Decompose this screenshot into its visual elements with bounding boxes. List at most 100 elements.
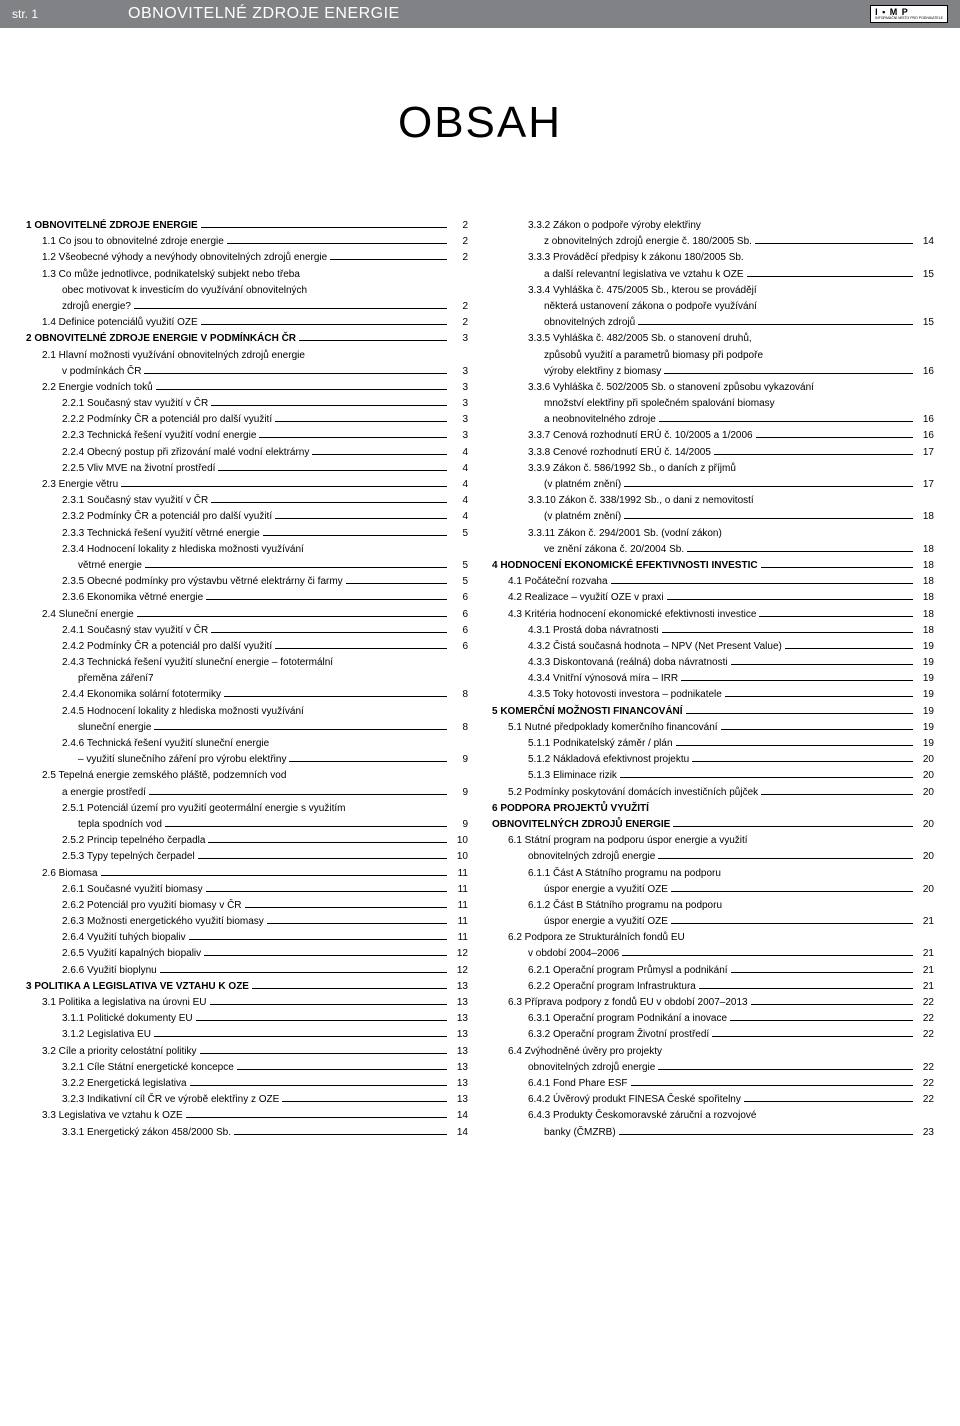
- toc-row: 3.1.2 Legislativa EU13: [26, 1027, 468, 1043]
- toc-row: 6.3.1 Operační program Podnikání a inova…: [492, 1011, 934, 1027]
- toc-row: obnovitelných zdrojů15: [492, 315, 934, 331]
- header-title: OBNOVITELNÉ ZDROJE ENERGIE: [38, 5, 870, 23]
- toc-label: banky (ČMZRB): [492, 1125, 616, 1141]
- toc-label: 4.3.2 Čistá současná hodnota – NPV (Net …: [492, 639, 782, 655]
- toc-row: 4.3 Kritéria hodnocení ekonomické efekti…: [492, 607, 934, 623]
- toc-label: 6.3 Příprava podpory z fondů EU v období…: [492, 995, 748, 1011]
- toc-leader: [196, 1020, 447, 1021]
- toc-leader: [218, 470, 447, 471]
- toc-page: 13: [450, 1060, 468, 1076]
- toc-leader: [299, 340, 447, 341]
- toc-row: 1 OBNOVITELNÉ ZDROJE ENERGIE2: [26, 218, 468, 234]
- toc-leader: [731, 664, 913, 665]
- toc-row: (v platném znění)18: [492, 509, 934, 525]
- toc-page: 14: [450, 1108, 468, 1124]
- toc-row: 2.5.1 Potenciál území pro využití geoter…: [26, 801, 468, 817]
- toc-label: 4.3.4 Vnitřní výnosová míra – IRR: [492, 671, 678, 687]
- toc-label: 6.1.2 Část B Státního programu na podpor…: [492, 898, 722, 914]
- toc-label: 3.3.3 Prováděcí předpisy k zákonu 180/20…: [492, 250, 744, 266]
- toc-leader: [664, 373, 913, 374]
- toc-leader: [259, 437, 447, 438]
- toc-page: 9: [450, 752, 468, 768]
- toc-leader: [730, 1020, 913, 1021]
- toc-label: 3.1 Politika a legislativa na úrovni EU: [26, 995, 207, 1011]
- toc-row: 2.4.5 Hodnocení lokality z hlediska možn…: [26, 704, 468, 720]
- toc-row: 2.4.3 Technická řešení využití sluneční …: [26, 655, 468, 671]
- toc-label: 3.3.4 Vyhláška č. 475/2005 Sb., kterou s…: [492, 283, 757, 299]
- toc-label: množství elektřiny při společném spalová…: [492, 396, 775, 412]
- toc-row: 3.1 Politika a legislativa na úrovni EU1…: [26, 995, 468, 1011]
- toc-label: obnovitelných zdrojů energie: [492, 1060, 655, 1076]
- toc-row: tepla spodních vod9: [26, 817, 468, 833]
- toc-leader: [756, 437, 913, 438]
- toc-label: 2.3.2 Podmínky ČR a potenciál pro další …: [26, 509, 272, 525]
- toc-page: 14: [916, 234, 934, 250]
- toc-page: 15: [916, 267, 934, 283]
- toc-row: 3.3 Legislativa ve vztahu k OZE14: [26, 1108, 468, 1124]
- toc-leader: [686, 713, 913, 714]
- toc-row: 6.2 Podpora ze Strukturálních fondů EU: [492, 930, 934, 946]
- toc-row: 2.6.3 Možnosti energetického využití bio…: [26, 914, 468, 930]
- toc-row: 5.1.1 Podnikatelský záměr / plán19: [492, 736, 934, 752]
- toc-leader: [263, 535, 447, 536]
- toc-label: 4.3.1 Prostá doba návratnosti: [492, 623, 659, 639]
- toc-leader: [186, 1117, 447, 1118]
- toc-label: větrné energie: [26, 558, 142, 574]
- toc-leader: [208, 842, 447, 843]
- toc-row: sluneční energie8: [26, 720, 468, 736]
- toc-page: 18: [916, 590, 934, 606]
- toc-label: 3.1.1 Politické dokumenty EU: [26, 1011, 193, 1027]
- toc-leader: [227, 243, 447, 244]
- toc-row: 2.6.5 Využití kapalných biopaliv12: [26, 946, 468, 962]
- toc-leader: [676, 745, 913, 746]
- toc-page: 23: [916, 1125, 934, 1141]
- toc-page: 22: [916, 1027, 934, 1043]
- toc-row: obnovitelných zdrojů energie22: [492, 1060, 934, 1076]
- toc-label: 3.3.2 Zákon o podpoře výroby elektřiny: [492, 218, 701, 234]
- toc-row: 2.5 Tepelná energie zemského pláště, pod…: [26, 768, 468, 784]
- toc-label: 6.2.2 Operační program Infrastruktura: [492, 979, 696, 995]
- toc-page: 5: [450, 526, 468, 542]
- toc-page: 19: [916, 687, 934, 703]
- toc-label: 4.2 Realizace – využití OZE v praxi: [492, 590, 664, 606]
- toc-page: 5: [450, 574, 468, 590]
- toc-label: 2.2.2 Podmínky ČR a potenciál pro další …: [26, 412, 272, 428]
- toc-row: 2.6.6 Využití bioplynu12: [26, 963, 468, 979]
- toc-label: 2.2.4 Obecný postup při zřizování malé v…: [26, 445, 309, 461]
- toc-label: úspor energie a využití OZE: [492, 882, 668, 898]
- toc-page: 21: [916, 914, 934, 930]
- toc-row: 2.2.3 Technická řešení využití vodní ene…: [26, 428, 468, 444]
- toc-label: obnovitelných zdrojů: [492, 315, 635, 331]
- toc-leader: [671, 923, 913, 924]
- toc-leader: [211, 632, 447, 633]
- toc-row: 1.4 Definice potenciálů využití OZE2: [26, 315, 468, 331]
- toc-page: 3: [450, 412, 468, 428]
- toc-page: 18: [916, 558, 934, 574]
- toc-page: 13: [450, 1011, 468, 1027]
- toc-label: 3.3.11 Zákon č. 294/2001 Sb. (vodní záko…: [492, 526, 722, 542]
- toc-row: 6.2.1 Operační program Průmysl a podniká…: [492, 963, 934, 979]
- toc-label: 2.5 Tepelná energie zemského pláště, pod…: [26, 768, 286, 784]
- toc-label: 2.3.5 Obecné podmínky pro výstavbu větrn…: [26, 574, 343, 590]
- toc-row: 3.3.4 Vyhláška č. 475/2005 Sb., kterou s…: [492, 283, 934, 299]
- toc-page: 2: [450, 234, 468, 250]
- toc-leader: [224, 696, 447, 697]
- toc-leader: [245, 907, 447, 908]
- toc-label: obec motivovat k investicím do využívání…: [26, 283, 307, 299]
- toc-page: 19: [916, 704, 934, 720]
- toc-leader: [189, 939, 447, 940]
- toc-leader: [211, 405, 447, 406]
- toc-row: OBNOVITELNÝCH ZDROJŮ ENERGIE20: [492, 817, 934, 833]
- toc-label: obnovitelných zdrojů energie: [492, 849, 655, 865]
- toc-label: tepla spodních vod: [26, 817, 162, 833]
- toc-label: způsobů využití a parametrů biomasy při …: [492, 348, 763, 364]
- toc-page: 10: [450, 849, 468, 865]
- toc-row: zdrojů energie?2: [26, 299, 468, 315]
- toc-label: 6.3.2 Operační program Životní prostředí: [492, 1027, 709, 1043]
- toc-leader: [137, 616, 447, 617]
- toc-row: 6 PODPORA PROJEKTŮ VYUŽITÍ: [492, 801, 934, 817]
- toc-page: 3: [450, 380, 468, 396]
- toc-leader: [149, 794, 447, 795]
- toc-page: 20: [916, 882, 934, 898]
- toc-leader: [275, 648, 447, 649]
